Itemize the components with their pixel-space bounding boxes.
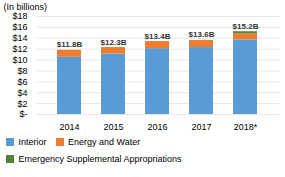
html-text:Energy and Water: Energy and Water — [68, 137, 141, 148]
svg-text:2015: 2015 — [103, 122, 123, 132]
svg-text:$13.6B: $13.6B — [189, 30, 215, 39]
svg-text:$2: $2 — [17, 98, 27, 108]
svg-text:$16: $16 — [12, 22, 27, 32]
svg-text:$13.4B: $13.4B — [145, 32, 171, 41]
html-text:Emergency Supplemental Appropr: Emergency Supplemental Appropriations — [18, 153, 182, 164]
svg-text:$10: $10 — [12, 55, 27, 65]
svg-text:$12: $12 — [12, 44, 27, 54]
svg-text:$4: $4 — [17, 88, 27, 98]
svg-text:$14: $14 — [12, 33, 27, 43]
svg-text:2017: 2017 — [191, 122, 211, 132]
svg-text:$15.2B: $15.2B — [233, 22, 259, 31]
svg-text:2014: 2014 — [59, 122, 79, 132]
svg-text:(In billions): (In billions) — [4, 2, 48, 12]
svg-text:2016: 2016 — [147, 122, 167, 132]
svg-text:$6: $6 — [17, 77, 27, 87]
svg-text:$18: $18 — [12, 11, 27, 21]
svg-text:$8: $8 — [17, 66, 27, 76]
html-text:Interior: Interior — [18, 137, 47, 148]
svg-text:$11.8B: $11.8B — [57, 40, 83, 49]
svg-text:2018*: 2018* — [234, 122, 258, 132]
svg-text:$-: $- — [19, 109, 27, 119]
svg-text:$12.3B: $12.3B — [101, 38, 127, 47]
